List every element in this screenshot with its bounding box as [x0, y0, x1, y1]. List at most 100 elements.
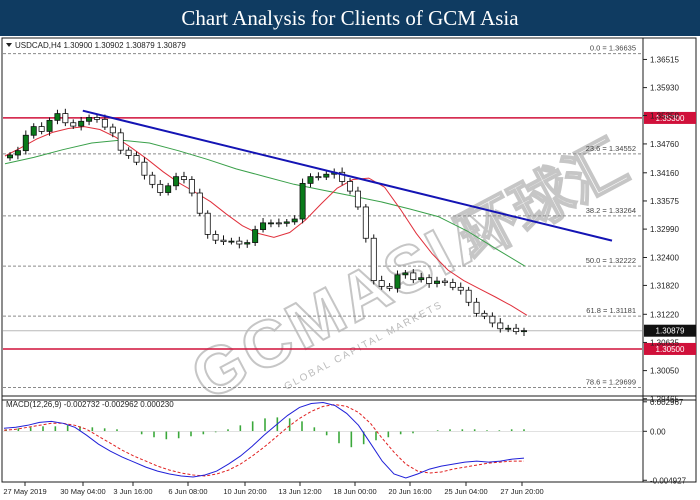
candle-body [204, 212, 211, 235]
candle [354, 186, 361, 210]
dropdown-triangle-icon[interactable] [6, 43, 12, 47]
fibonacci-level-label: 78.6 = 1.29699 [586, 377, 636, 386]
time-axis: 27 May 2019 30 May 04:00 3 Jun 16:00 6 Jun … [3, 482, 544, 496]
ma-fast-line [4, 126, 528, 316]
candle-body [196, 192, 203, 214]
candle [362, 204, 369, 243]
symbol-header: USDCAD,H4 1.30900 1.30902 1.30879 1.3087… [6, 41, 186, 50]
candle [441, 278, 448, 286]
candle-body [307, 176, 314, 184]
candle-body [22, 134, 29, 152]
candle-body [299, 182, 306, 220]
candle-body [362, 206, 369, 239]
main-chart-frame [1, 37, 697, 401]
candle [275, 218, 282, 228]
candle-body [133, 155, 140, 163]
candle-body [228, 240, 235, 243]
candle [307, 173, 314, 188]
candle-body [109, 126, 116, 134]
candle-body [78, 120, 85, 127]
current-price-label: 1.30879 [656, 327, 685, 336]
candle [378, 275, 385, 290]
candle [220, 235, 227, 245]
candle [173, 172, 180, 191]
candle [513, 323, 520, 335]
candle-body [347, 181, 354, 192]
time-axis-label: 27 Jun 20:00 [500, 487, 543, 496]
candle [418, 272, 425, 283]
candle [22, 130, 29, 155]
key-level-label: 1.35300 [656, 114, 685, 123]
candle [7, 152, 13, 161]
candle [38, 122, 45, 135]
candle [267, 219, 274, 228]
candle-body [402, 272, 409, 276]
candle-body [117, 132, 124, 151]
candle-body [267, 222, 274, 225]
candle-body [86, 117, 93, 122]
candle-body [7, 154, 13, 159]
price-axis-label: 1.29465 [650, 395, 679, 404]
candle-body [441, 280, 448, 283]
price-axis-label: 1.33575 [650, 197, 679, 206]
candle-body [291, 218, 298, 223]
candle-body [418, 277, 425, 281]
candle [188, 176, 195, 197]
time-axis-label: 27 May 2019 [3, 487, 46, 496]
candle-body [426, 277, 433, 284]
price-axis-label: 1.34760 [650, 140, 679, 149]
time-axis-label: 6 Jun 08:00 [168, 487, 207, 496]
candle-body [14, 150, 21, 156]
price-axis-label: 1.35930 [650, 84, 679, 93]
macd-main-line [3, 401, 525, 479]
macd-frame [1, 395, 697, 483]
time-axis-label: 20 Jun 16:00 [388, 487, 431, 496]
candle-body [481, 312, 488, 317]
candle-body [101, 118, 108, 128]
candle-body [394, 274, 401, 289]
candle-body [275, 222, 282, 225]
candle [125, 147, 132, 159]
candles [7, 108, 528, 336]
fibonacci-level-label: 0.0 = 1.36635 [590, 44, 636, 53]
macd-header: MACD(12,26,9) -0.002732 -0.002962 0.0002… [6, 400, 174, 409]
candle-body [70, 122, 77, 127]
candle-body [457, 286, 464, 291]
candle-body [244, 242, 251, 245]
candle [236, 236, 243, 249]
candle [165, 182, 172, 196]
candle [323, 171, 330, 181]
candle [481, 310, 488, 320]
price-axis-label: 1.31220 [650, 310, 679, 319]
candle-body [180, 176, 187, 180]
candle-body [149, 174, 156, 185]
banner-title: Chart Analysis for Clients of GCM Asia [181, 6, 519, 30]
candle-body [212, 234, 219, 241]
candle-body [93, 117, 100, 120]
candle [339, 167, 346, 186]
time-axis-label: 3 Jun 16:00 [113, 487, 152, 496]
candle-body [157, 183, 164, 193]
candle-body [46, 119, 53, 132]
candle [30, 123, 37, 139]
candle [370, 234, 377, 285]
candle-body [283, 221, 290, 224]
candle-body [521, 330, 528, 333]
candle [46, 117, 53, 136]
macd-panel: 0.002967 0.00 -0.004927 [3, 398, 687, 485]
candle-body [473, 301, 480, 314]
candle [521, 327, 528, 336]
candle-body [220, 239, 227, 243]
candle-body [489, 315, 496, 324]
chart: GCMASIA 环球汇 GLOBAL CAPITAL MARKETS 0.0 =… [1, 37, 697, 496]
candle [109, 123, 116, 138]
candle [473, 297, 480, 317]
candle [410, 269, 417, 284]
candle [283, 219, 290, 227]
candle [228, 237, 235, 245]
candle-body [513, 327, 520, 333]
candle [394, 270, 401, 293]
candle-body [260, 222, 267, 230]
candle [204, 210, 211, 239]
time-axis-label: 18 Jun 00:00 [333, 487, 376, 496]
